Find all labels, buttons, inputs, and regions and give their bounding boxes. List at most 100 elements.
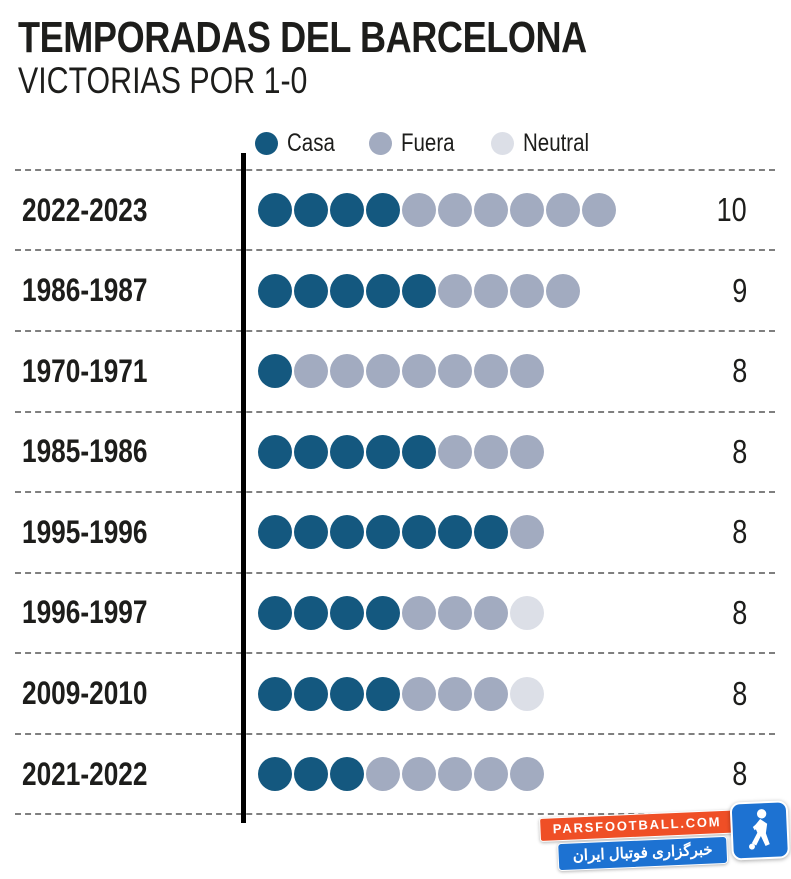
total-value: 8 [731,432,747,470]
dot-fuera [402,676,436,711]
dots [243,273,580,308]
watermark: PARSFOOTBALL.COM خبرگزاری فوتبال ایران [539,796,791,878]
legend-label: Casa [287,129,335,158]
season-label: 2022-2023 [22,191,148,228]
rows: 2022-2023 10 1986-1987 9 1970-1971 8 198… [15,168,775,816]
season-label: 1996-1997 [22,594,148,631]
season-label: 2021-2022 [22,755,148,792]
dot-neutral [510,595,544,630]
dot-casa [258,676,292,711]
legend-dot-icon [255,132,278,156]
dot-casa [294,676,328,711]
table-row: 1970-1971 8 [15,329,775,411]
dots [243,676,544,711]
dot-casa [258,595,292,630]
dot-casa [294,434,328,469]
dot-casa [294,273,328,308]
chart: 2022-2023 10 1986-1987 9 1970-1971 8 198… [15,152,775,823]
chart-subtitle: VICTORIAS POR 1-0 [18,59,308,101]
dot-casa [402,273,436,308]
axis-line [241,152,246,823]
dots [243,354,544,389]
legend-dot-icon [490,132,514,156]
total-value: 8 [731,674,747,712]
dot-fuera [402,595,436,630]
dot-casa [330,434,364,469]
dot-casa [258,757,292,792]
dot-casa [366,434,400,469]
chart-title: TEMPORADAS DEL BARCELONA [18,13,587,62]
dot-casa [438,515,472,550]
dot-casa [402,515,436,550]
dot-fuera [402,757,436,792]
dot-casa [330,515,364,550]
dot-fuera [438,434,472,469]
total-value: 9 [731,271,747,309]
dot-casa [294,757,328,792]
legend: Casa Fuera Neutral [255,129,791,158]
legend-dot-icon [369,132,393,156]
dot-casa [330,273,364,308]
dot-fuera [294,354,328,389]
dot-fuera [546,193,580,228]
season-label: 1985-1986 [22,433,148,470]
dot-fuera [438,193,472,228]
header: TEMPORADAS DEL BARCELONA VICTORIAS POR 1… [0,0,791,101]
dot-fuera [474,273,508,308]
season-label: 1986-1987 [22,272,148,309]
dots [243,757,544,792]
dot-fuera [510,273,544,308]
dot-casa [366,515,400,550]
dot-fuera [474,676,508,711]
dot-fuera [402,354,436,389]
watermark-logo [729,800,791,861]
dot-fuera [438,273,472,308]
table-row: 1995-1996 8 [15,491,775,572]
dot-casa [366,595,400,630]
dot-fuera [510,757,544,792]
season-label: 1970-1971 [22,352,148,389]
dots [243,595,544,630]
dot-fuera [474,757,508,792]
dot-fuera [366,354,400,389]
legend-item-fuera: Fuera [369,129,466,158]
table-row: 1996-1997 8 [15,571,775,653]
dot-fuera [510,193,544,228]
table-row: 2022-2023 10 [15,168,775,250]
dots [243,515,544,550]
dot-fuera [474,434,508,469]
season-label: 2009-2010 [22,675,148,712]
dot-casa [258,354,292,389]
table-row: 1986-1987 9 [15,249,775,330]
dot-fuera [438,757,472,792]
dot-fuera [366,757,400,792]
legend-label: Neutral [522,129,589,158]
dots [243,434,544,469]
legend-item-neutral: Neutral [490,129,604,158]
table-row: 2009-2010 8 [15,652,775,733]
legend-label: Fuera [401,129,455,158]
dot-casa [330,193,364,228]
dot-fuera [474,354,508,389]
dot-casa [258,273,292,308]
total-value: 8 [731,352,747,390]
dot-casa [258,193,292,228]
dot-casa [330,757,364,792]
dot-casa [330,676,364,711]
dot-fuera [438,676,472,711]
dot-fuera [546,273,580,308]
watermark-tagline: خبرگزاری فوتبال ایران [557,835,729,872]
total-value: 8 [731,593,747,631]
dot-fuera [474,595,508,630]
dot-casa [258,434,292,469]
dot-casa [366,193,400,228]
dot-fuera [510,515,544,550]
dot-fuera [402,193,436,228]
footballer-icon [742,806,778,854]
dot-fuera [330,354,364,389]
dot-casa [294,515,328,550]
legend-item-casa: Casa [255,129,345,158]
dot-fuera [438,354,472,389]
total-value: 8 [731,513,747,551]
dot-casa [330,595,364,630]
